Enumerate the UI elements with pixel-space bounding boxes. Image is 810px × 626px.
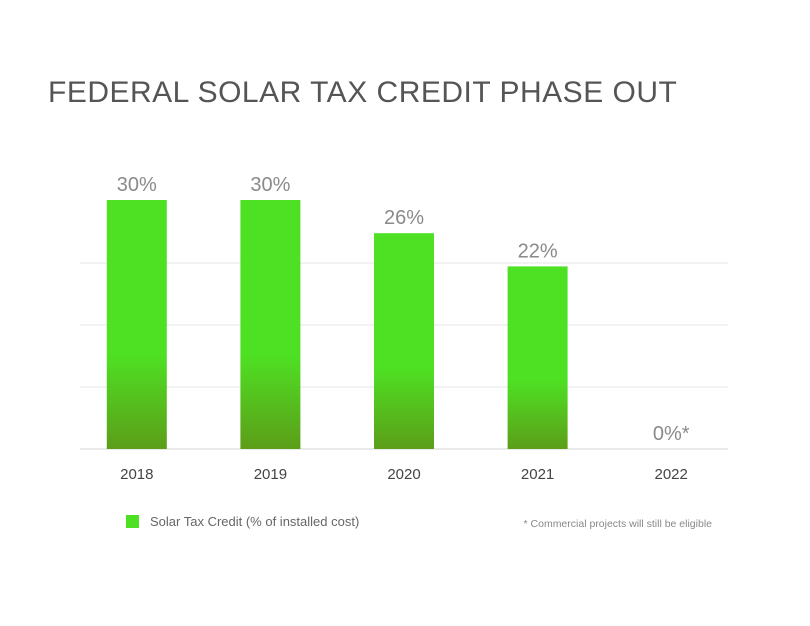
legend: Solar Tax Credit (% of installed cost) bbox=[126, 514, 359, 529]
x-tick-labels: 2018 2019 2020 2021 2022 bbox=[120, 466, 688, 483]
x-tick-2020: 2020 bbox=[387, 466, 420, 483]
data-label-2020: 26% bbox=[384, 207, 424, 229]
data-label-2021: 22% bbox=[518, 240, 558, 262]
bars bbox=[106, 200, 568, 449]
bar-2021 bbox=[507, 266, 568, 449]
bar-2019 bbox=[240, 200, 301, 449]
chart-title: FEDERAL SOLAR TAX CREDIT PHASE OUT bbox=[48, 76, 678, 109]
data-label-2022: 0%* bbox=[653, 423, 690, 445]
x-tick-2022: 2022 bbox=[655, 466, 688, 483]
legend-label: Solar Tax Credit (% of installed cost) bbox=[150, 514, 360, 529]
data-label-2018: 30% bbox=[117, 174, 157, 196]
x-tick-2019: 2019 bbox=[254, 466, 287, 483]
x-tick-2018: 2018 bbox=[120, 466, 153, 483]
bar-2020 bbox=[374, 233, 434, 449]
legend-swatch bbox=[126, 515, 139, 528]
data-label-2019: 30% bbox=[250, 174, 290, 196]
bar-2018 bbox=[106, 200, 167, 449]
footnote: * Commercial projects will still be elig… bbox=[523, 518, 712, 530]
data-labels: 30% 30% 26% 22% 0%* bbox=[117, 174, 690, 445]
x-tick-2021: 2021 bbox=[521, 466, 554, 483]
